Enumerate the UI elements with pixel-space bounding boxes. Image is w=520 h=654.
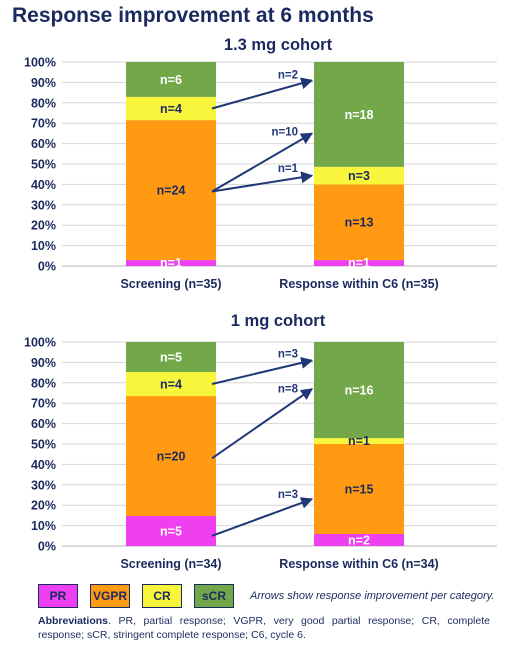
- x-tick-label: Response within C6 (n=35): [279, 277, 438, 291]
- legend-item-cr: CR: [142, 584, 182, 608]
- y-tick-label: 40%: [31, 458, 56, 472]
- arrow-label: n=2: [278, 69, 298, 81]
- panel-title-1mg: 1 mg cohort: [230, 312, 326, 330]
- improvement-arrow: [211, 171, 314, 193]
- data-label: n=1: [348, 434, 370, 448]
- arrow-label: n=3: [278, 489, 298, 501]
- bar-segment-pr: [126, 516, 216, 546]
- x-tick-label: Screening (n=35): [120, 277, 221, 291]
- data-label: n=5: [160, 525, 182, 539]
- data-label: n=4: [160, 378, 182, 392]
- data-label: n=5: [160, 350, 182, 364]
- y-tick-label: 50%: [31, 158, 56, 172]
- y-tick-label: 60%: [31, 417, 56, 431]
- legend-item-scr: sCR: [194, 584, 234, 608]
- improvement-arrow: [211, 388, 313, 460]
- data-label: n=1: [348, 256, 370, 270]
- bar-segment-scr: [314, 342, 404, 439]
- data-label: n=16: [345, 384, 374, 398]
- data-label: n=4: [160, 102, 182, 116]
- legend-item-vgpr: VGPR: [90, 584, 130, 608]
- y-tick-label: 0%: [38, 260, 56, 274]
- improvement-arrow: [211, 132, 314, 193]
- bar-segment-scr: [314, 62, 404, 167]
- y-tick-label: 70%: [31, 397, 56, 411]
- data-label: n=1: [160, 256, 182, 270]
- legend-item-pr: PR: [38, 584, 78, 608]
- y-tick-label: 10%: [31, 239, 56, 253]
- data-label: n=3: [348, 169, 370, 183]
- y-tick-label: 20%: [31, 219, 56, 233]
- y-tick-label: 80%: [31, 96, 56, 110]
- legend: PR VGPR CR sCR: [38, 584, 234, 608]
- x-tick-label: Screening (n=34): [120, 557, 221, 571]
- bar-segment-pr: [314, 260, 404, 266]
- bar-segment-vgpr: [126, 120, 216, 261]
- improvement-arrow: [211, 497, 314, 537]
- bar-segment-pr: [314, 533, 404, 546]
- bar-segment-vgpr: [314, 184, 404, 261]
- bar-segment-scr: [126, 342, 216, 372]
- panel-title-1-3mg: 1.3 mg cohort: [223, 36, 333, 54]
- data-label: n=18: [345, 108, 374, 122]
- y-tick-label: 40%: [31, 178, 56, 192]
- arrow-label: n=10: [271, 127, 298, 139]
- bar-segment-cr: [126, 96, 216, 121]
- y-tick-label: 20%: [31, 499, 56, 513]
- y-tick-label: 0%: [38, 540, 56, 554]
- data-label: n=20: [157, 450, 186, 464]
- data-label: n=2: [348, 533, 370, 547]
- footnote-heading: Abbreviations: [38, 615, 109, 627]
- x-tick-label: Response within C6 (n=34): [279, 557, 438, 571]
- y-tick-label: 30%: [31, 478, 56, 492]
- y-tick-label: 90%: [31, 356, 56, 370]
- bar-segment-cr: [314, 166, 404, 185]
- arrow-label: n=3: [278, 349, 298, 361]
- data-label: n=13: [345, 216, 374, 230]
- bar-segment-pr: [126, 260, 216, 266]
- data-label: n=15: [345, 482, 374, 496]
- data-label: n=6: [160, 73, 182, 87]
- arrow-label: n=1: [278, 163, 299, 175]
- y-tick-label: 70%: [31, 117, 56, 131]
- footnote: Abbreviations. PR, partial response; VGP…: [38, 614, 490, 642]
- y-tick-label: 60%: [31, 137, 56, 151]
- y-tick-label: 90%: [31, 76, 56, 90]
- data-label: n=24: [157, 184, 186, 198]
- y-tick-label: 80%: [31, 376, 56, 390]
- arrows-note: Arrows show response improvement per cat…: [250, 590, 495, 602]
- improvement-arrow: [211, 357, 314, 385]
- bar-segment-scr: [126, 62, 216, 97]
- improvement-arrow: [211, 77, 314, 110]
- bar-segment-vgpr: [126, 396, 216, 517]
- y-tick-label: 10%: [31, 519, 56, 533]
- y-tick-label: 100%: [24, 56, 56, 70]
- footnote-text: . PR, partial response; VGPR, very good …: [38, 615, 490, 641]
- y-tick-label: 100%: [24, 336, 56, 350]
- bar-segment-cr: [314, 438, 404, 444]
- arrow-label: n=8: [278, 384, 299, 396]
- main-title: Response improvement at 6 months: [12, 4, 374, 27]
- bar-segment-cr: [126, 371, 216, 397]
- y-tick-label: 30%: [31, 198, 56, 212]
- bar-segment-vgpr: [314, 444, 404, 534]
- y-tick-label: 50%: [31, 438, 56, 452]
